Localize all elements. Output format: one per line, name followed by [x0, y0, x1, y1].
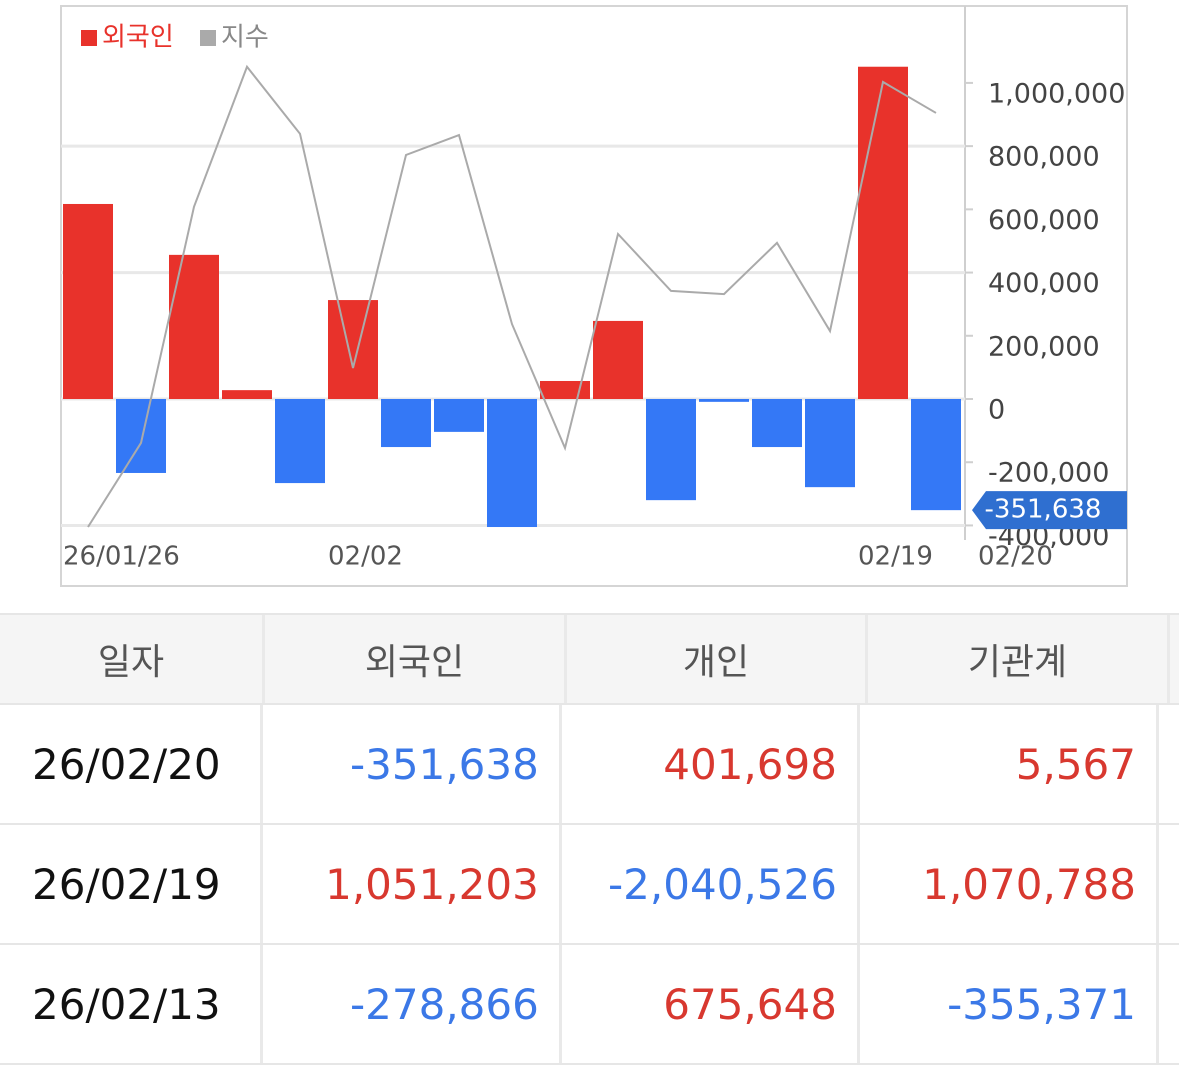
table: 일자 외국인 개인 기관계 26/02/20 -351,638 401,698 5,567 26…: [0, 613, 1179, 1065]
header-cell-cut: [1170, 615, 1179, 703]
bar: [63, 203, 113, 400]
cell-cut: [1159, 945, 1179, 1063]
bar: [593, 320, 643, 400]
y-tick-label: 200,000: [988, 331, 1100, 362]
date-cell: 26/02/19: [0, 825, 263, 943]
bar: [540, 380, 590, 400]
index-line: [87, 64, 937, 528]
legend-label: 외국인: [102, 23, 174, 53]
legend-swatch-1: [200, 30, 216, 46]
bar: [752, 399, 802, 448]
table-row: 26/02/19 1,051,203 -2,040,526 1,070,788: [0, 825, 1179, 945]
header-cell: 일자: [0, 615, 265, 703]
x-tick-label: 02/02: [328, 542, 403, 572]
number-cell: 1,051,203: [263, 825, 562, 943]
number-cell: -355,371: [860, 945, 1159, 1063]
chart-frame: [60, 5, 1128, 587]
bar: [858, 66, 908, 400]
table-row: 26/02/20 -351,638 401,698 5,567: [0, 705, 1179, 825]
cell-cut: [1159, 825, 1179, 943]
bar: [222, 390, 272, 400]
legend-label: 지수: [221, 23, 269, 53]
bar: [169, 254, 219, 400]
value-callout: [972, 491, 1127, 530]
y-tick-label: 400,000: [988, 268, 1100, 299]
number-cell: 1,070,788: [860, 825, 1159, 943]
bar: [911, 399, 961, 511]
cell-cut: [1159, 705, 1179, 823]
bar: [487, 399, 537, 528]
date-cell: 26/02/13: [0, 945, 263, 1063]
x-tick-label: 02/19: [858, 542, 933, 572]
x-tick-label: 26/01/26: [63, 542, 180, 572]
header-cell: 외국인: [265, 615, 567, 703]
number-cell: 5,567: [860, 705, 1159, 823]
number-cell: -278,866: [263, 945, 562, 1063]
x-tick-label: 02/20: [978, 542, 1053, 572]
chart: 외국인 지수 -400,000-200,0000200,000400,00060…: [60, 5, 1128, 587]
table-row: 26/02/13 -278,866 675,648 -355,371: [0, 945, 1179, 1065]
y-tick-label: 1,000,000: [988, 78, 1125, 109]
bar: [116, 399, 166, 473]
value-label: -351,638: [985, 495, 1102, 525]
date-cell: 26/02/20: [0, 705, 263, 823]
header-cell: 개인: [567, 615, 868, 703]
y-tick-label: 0: [988, 395, 1005, 426]
number-cell: -2,040,526: [562, 825, 860, 943]
bar: [805, 399, 855, 488]
bar: [646, 399, 696, 501]
bar: [434, 399, 484, 432]
legend-swatch-0: [81, 30, 97, 46]
bar: [328, 300, 378, 400]
y-tick-label: -200,000: [988, 458, 1109, 489]
bar: [699, 399, 749, 402]
bar: [275, 399, 325, 484]
y-tick-label: 600,000: [988, 205, 1100, 236]
number-cell: 675,648: [562, 945, 860, 1063]
header-cell: 기관계: [868, 615, 1170, 703]
table-header: 일자 외국인 개인 기관계: [0, 613, 1179, 705]
y-tick-label: 800,000: [988, 142, 1100, 173]
number-cell: 401,698: [562, 705, 860, 823]
number-cell: -351,638: [263, 705, 562, 823]
bar: [381, 399, 431, 448]
